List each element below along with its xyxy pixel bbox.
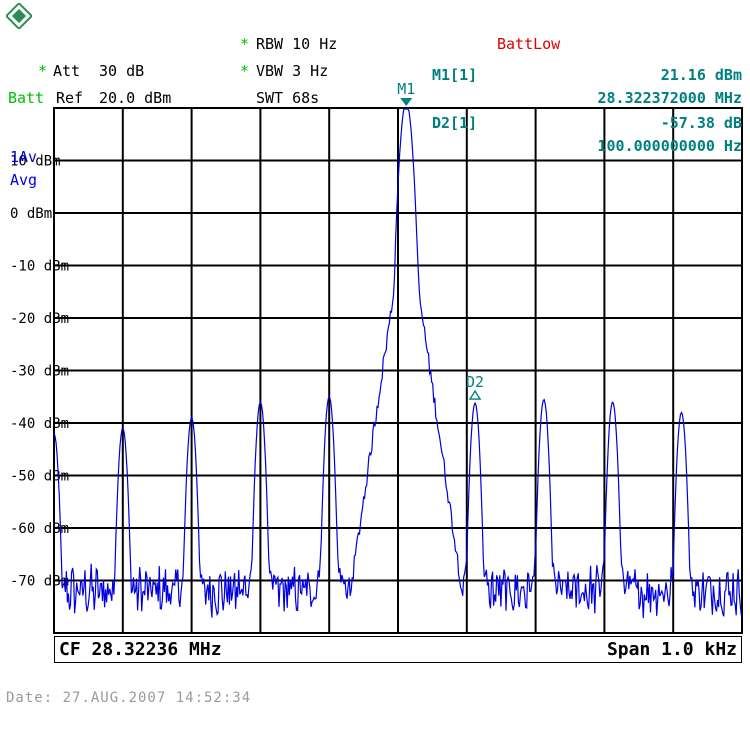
y-tick-label: -20 dBm bbox=[10, 311, 69, 327]
sweep-time-value[interactable]: SWT 68s bbox=[256, 89, 320, 107]
marker-m1-triangle bbox=[400, 98, 413, 106]
marker-d2-triangle bbox=[468, 389, 482, 400]
marker-m1[interactable]: M1 bbox=[397, 80, 415, 106]
plot-grid bbox=[53, 107, 743, 634]
frequency-footer: CF 28.32236 MHz Span 1.0 kHz bbox=[54, 636, 742, 663]
y-tick-label: -40 dBm bbox=[10, 416, 69, 432]
marker1-readout-label: M1[1] bbox=[432, 66, 478, 84]
rbw-value[interactable]: RBW 10 Hz bbox=[256, 35, 338, 53]
y-tick-label: -30 dBm bbox=[10, 364, 69, 380]
att-label: Att bbox=[53, 62, 81, 80]
ref-level-value[interactable]: 20.0 dBm bbox=[99, 89, 172, 107]
vbw-value[interactable]: VBW 3 Hz bbox=[256, 62, 329, 80]
marker-d2[interactable]: D2 bbox=[466, 373, 484, 400]
att-asterisk: * bbox=[38, 62, 48, 80]
delta2-readout-label: D2[1] bbox=[432, 114, 478, 132]
marker1-frequency: 28.322372000 MHz bbox=[597, 89, 743, 107]
batt-indicator: Batt bbox=[8, 89, 45, 107]
y-tick-labels: 10 dBm 0 dBm -10 dBm -20 dBm -30 dBm -40 dBm -… bbox=[10, 154, 69, 590]
marker1-level: 21.16 dBm bbox=[660, 66, 742, 84]
vbw-asterisk: * bbox=[240, 62, 250, 80]
rbw-asterisk: * bbox=[240, 35, 250, 53]
att-value[interactable]: 30 dB bbox=[99, 62, 145, 80]
y-tick-label: 10 dBm bbox=[10, 154, 61, 170]
marker-m1-tag: M1 bbox=[397, 80, 415, 98]
frequency-span[interactable]: Span 1.0 kHz bbox=[606, 639, 737, 660]
ref-label: Ref bbox=[56, 89, 84, 107]
trace-mode-line1: 1Av bbox=[10, 148, 38, 166]
y-tick-label: -10 dBm bbox=[10, 259, 69, 275]
y-tick-label: 0 dBm bbox=[10, 206, 52, 222]
delta2-level: -57.38 dB bbox=[660, 114, 742, 132]
capture-date: Date: 27.AUG.2007 14:52:34 bbox=[6, 690, 252, 706]
spectrum-trace bbox=[53, 108, 742, 619]
center-frequency[interactable]: CF 28.32236 MHz bbox=[59, 639, 222, 660]
y-tick-label: -70 dBm bbox=[10, 574, 69, 590]
marker-d2-tag: D2 bbox=[466, 373, 484, 391]
y-tick-label: -50 dBm bbox=[10, 469, 69, 485]
rohde-schwarz-logo-icon bbox=[4, 1, 34, 31]
batt-low-warning: BattLow bbox=[497, 35, 561, 53]
trace-mode-line2: Avg bbox=[10, 171, 38, 189]
delta2-frequency: 100.000000000 Hz bbox=[597, 137, 743, 155]
y-tick-label: -60 dBm bbox=[10, 521, 69, 537]
